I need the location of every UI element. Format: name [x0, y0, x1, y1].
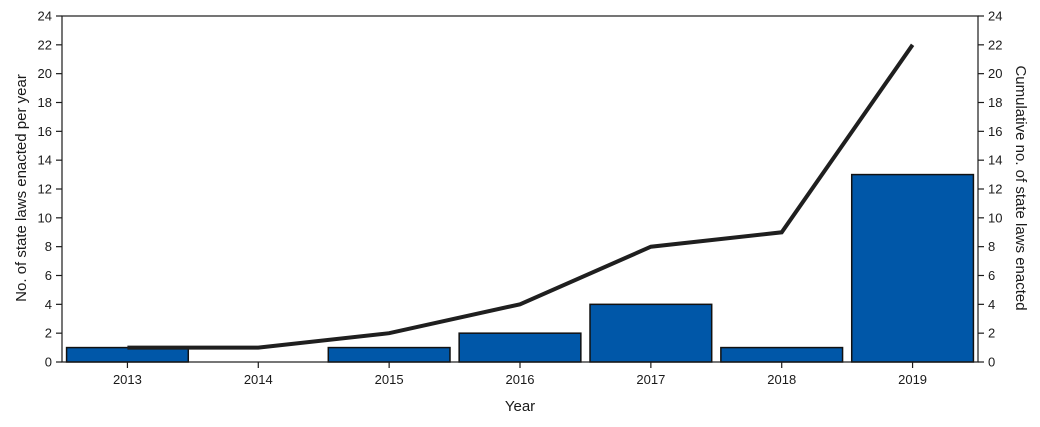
cumulative-line-layer	[127, 43, 915, 350]
y-tick-label-left: 10	[38, 210, 52, 225]
y-tick-label-right: 4	[988, 297, 995, 312]
y-axis-title-right: Cumulative no. of state laws enacted	[1012, 65, 1029, 310]
x-axis-title: Year	[505, 398, 535, 415]
cumulative-line	[127, 43, 915, 350]
bar-2019	[850, 173, 975, 363]
y-tick-label-right: 8	[988, 239, 995, 254]
y-tick-label-left: 4	[45, 297, 52, 312]
x-tick-label: 2015	[375, 372, 404, 387]
bar-2015	[327, 346, 451, 363]
y-tick-label-left: 20	[38, 66, 52, 81]
x-tick-label: 2018	[767, 372, 796, 387]
y-tick-label-left: 18	[38, 95, 52, 110]
y-tick-label-left: 16	[38, 124, 52, 139]
y-tick-label-left: 22	[38, 37, 52, 52]
bar-2016	[458, 332, 582, 363]
y-tick-label-right: 0	[988, 355, 995, 370]
y-tick-label-right: 16	[988, 124, 1002, 139]
bars-layer	[65, 173, 975, 363]
y-tick-label-left: 12	[38, 182, 52, 197]
bar-2017	[589, 303, 713, 363]
y-tick-label-right: 14	[988, 153, 1002, 168]
y-tick-label-right: 18	[988, 95, 1002, 110]
y-tick-label-left: 24	[38, 9, 52, 24]
x-tick-label: 2017	[636, 372, 665, 387]
y-tick-label-right: 6	[988, 268, 995, 283]
y-tick-label-left: 14	[38, 153, 52, 168]
y-tick-label-left: 6	[45, 268, 52, 283]
y-tick-label-left: 8	[45, 239, 52, 254]
y-tick-label-left: 2	[45, 326, 52, 341]
x-tick-label: 2019	[898, 372, 927, 387]
y-tick-label-left: 0	[45, 355, 52, 370]
y-tick-label-right: 24	[988, 9, 1002, 24]
x-tick-label: 2016	[506, 372, 535, 387]
y-axis-title-left: No. of state laws enacted per year	[13, 74, 30, 302]
plot-frame	[61, 15, 979, 363]
y-tick-label-right: 2	[988, 326, 995, 341]
y-tick-label-right: 10	[988, 210, 1002, 225]
y-tick-label-right: 12	[988, 182, 1002, 197]
y-tick-label-right: 20	[988, 66, 1002, 81]
bar-2018	[720, 346, 844, 363]
bar-2013	[65, 346, 190, 363]
y-tick-label-right: 22	[988, 37, 1002, 52]
x-tick-label: 2014	[244, 372, 273, 387]
x-tick-label: 2013	[113, 372, 142, 387]
